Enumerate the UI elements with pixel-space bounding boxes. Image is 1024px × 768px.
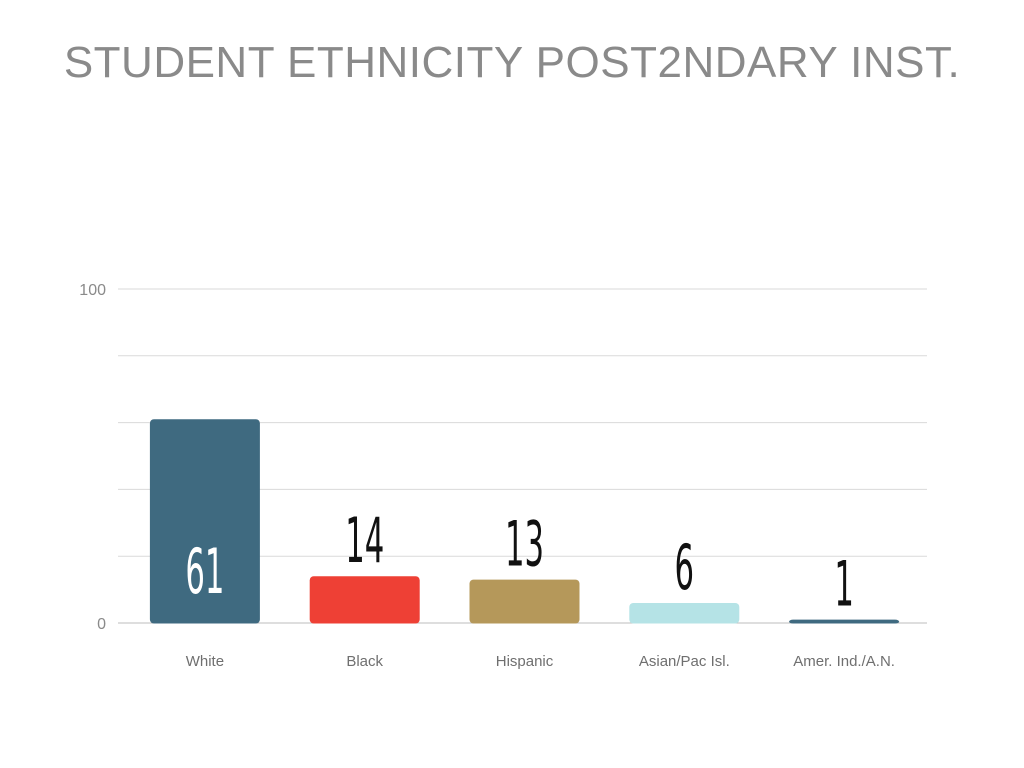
data-label: 6 [675,532,695,604]
bar-white [149,419,260,624]
y-tick-label: 100 [79,282,106,299]
bar-asian-pac-isl [629,602,740,624]
bar-amer-ind-a-n [789,619,900,624]
data-label: 13 [505,509,544,581]
category-label: Black [346,653,383,670]
category-label: Hispanic [496,653,554,670]
category-label: Asian/Pac Isl. [639,653,730,670]
bar-black [309,576,420,624]
category-label: White [186,653,224,670]
data-label: 14 [345,505,384,577]
category-label: Amer. Ind./A.N. [793,653,895,670]
data-label: 1 [834,549,854,621]
bar-hispanic [469,579,580,624]
data-label: 61 [185,536,224,608]
chart-title: STUDENT ETHNICITY POST2NDARY INST. [63,38,961,87]
y-tick-label: 0 [97,616,106,633]
